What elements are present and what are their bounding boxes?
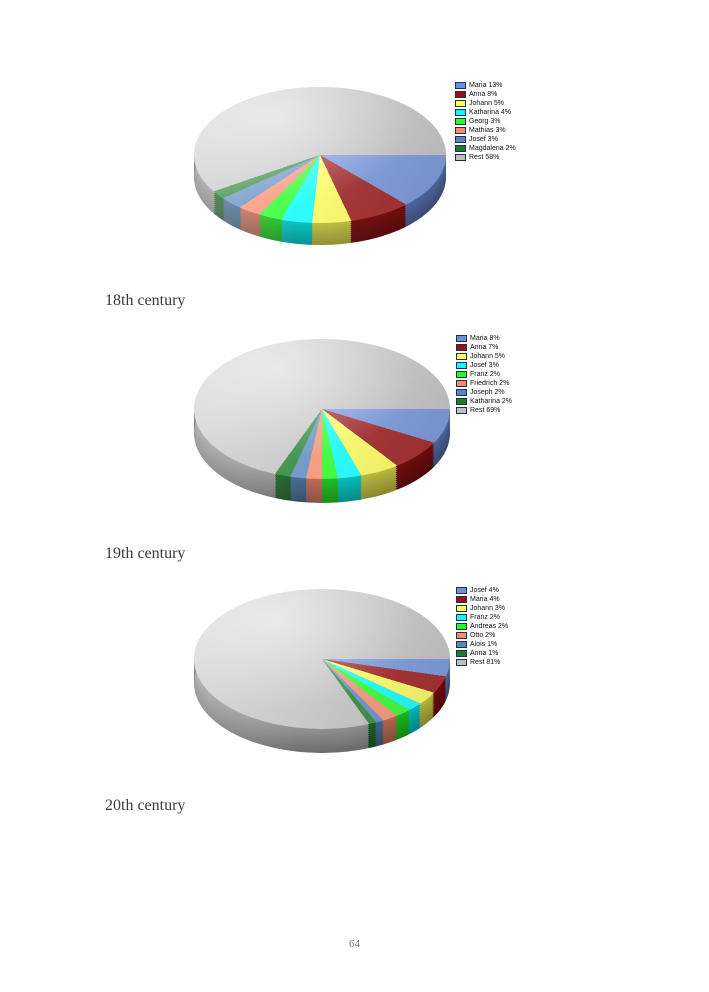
legend-label: Georg 3% xyxy=(469,118,501,125)
pie-top xyxy=(194,589,450,729)
legend-label: Rest 69% xyxy=(470,407,501,414)
legend-swatch xyxy=(456,362,467,369)
legend-swatch xyxy=(456,614,467,621)
legend-item: Josef 3% xyxy=(455,136,516,143)
legend-item: Katharina 2% xyxy=(456,398,512,405)
legend-item: Maria 4% xyxy=(456,596,508,603)
legend-item: Maria 13% xyxy=(455,82,516,89)
legend-item: Andreas 2% xyxy=(456,623,508,630)
legend-item: Magdalena 2% xyxy=(455,145,516,152)
legend-item: Johann 5% xyxy=(455,100,516,107)
legend-item: Franz 2% xyxy=(456,371,512,378)
legend-swatch xyxy=(455,154,466,161)
legend-label: Alois 1% xyxy=(470,641,498,648)
legend-label: Franz 2% xyxy=(470,371,500,378)
legend-swatch xyxy=(456,632,467,639)
legend-label: Otto 2% xyxy=(470,632,496,639)
legend-swatch xyxy=(456,353,467,360)
page-number: 64 xyxy=(349,938,360,950)
legend-swatch xyxy=(456,344,467,351)
chart-legend: Maria 13% Anna 8% Johann 5% Katharina 4% Geo… xyxy=(455,82,516,161)
legend-item: Katharina 4% xyxy=(455,109,516,116)
legend-swatch xyxy=(456,596,467,603)
legend-item: Johann 3% xyxy=(456,605,508,612)
legend-swatch xyxy=(456,380,467,387)
legend-item: Anna 8% xyxy=(455,91,516,98)
legend-swatch xyxy=(456,407,467,414)
legend-label: Rest 81% xyxy=(470,659,501,666)
legend-label: Katharina 2% xyxy=(470,398,513,405)
legend-swatch xyxy=(456,335,467,342)
legend-item: Mathias 3% xyxy=(455,127,516,134)
legend-label: Maria 4% xyxy=(470,596,500,603)
legend-item: Rest 58% xyxy=(455,154,516,161)
legend-swatch xyxy=(455,100,466,107)
legend-swatch xyxy=(455,145,466,152)
legend-item: Friedrich 2% xyxy=(456,380,512,387)
legend-label: Anna 1% xyxy=(470,650,499,657)
legend-label: Mathias 3% xyxy=(469,127,506,134)
legend-item: Josef 4% xyxy=(456,587,508,594)
legend-item: Anna 7% xyxy=(456,344,512,351)
pie-3d xyxy=(194,339,450,503)
legend-item: Joseph 2% xyxy=(456,389,512,396)
legend-swatch xyxy=(455,91,466,98)
legend-item: Anna 1% xyxy=(456,650,508,657)
legend-swatch xyxy=(456,641,467,648)
legend-swatch xyxy=(455,136,466,143)
legend-item: Rest 81% xyxy=(456,659,508,666)
legend-label: Joseph 2% xyxy=(470,389,505,396)
legend-label: Josef 3% xyxy=(469,136,498,143)
legend-swatch xyxy=(456,371,467,378)
legend-label: Friedrich 2% xyxy=(470,380,510,387)
legend-swatch xyxy=(456,587,467,594)
legend-swatch xyxy=(455,118,466,125)
legend-item: Rest 69% xyxy=(456,407,512,414)
chart-legend: Josef 4% Maria 4% Johann 3% Franz 2% Andreas… xyxy=(456,587,508,666)
legend-item: Maria 8% xyxy=(456,335,512,342)
legend-label: Andreas 2% xyxy=(470,623,509,630)
legend-label: Johann 3% xyxy=(470,605,506,612)
legend-swatch xyxy=(455,82,466,89)
legend-swatch xyxy=(456,659,467,666)
legend-swatch xyxy=(455,127,466,134)
legend-item: Georg 3% xyxy=(455,118,516,125)
chart-caption: 20th century xyxy=(105,797,186,814)
legend-swatch xyxy=(455,109,466,116)
pie-3d xyxy=(194,87,446,245)
legend-swatch xyxy=(456,389,467,396)
legend-swatch xyxy=(456,650,467,657)
legend-item: Franz 2% xyxy=(456,614,508,621)
chart-legend: Maria 8% Anna 7% Johann 5% Josef 3% Franz 2%… xyxy=(456,335,512,414)
legend-label: Rest 58% xyxy=(469,154,500,161)
legend-label: Anna 8% xyxy=(469,91,498,98)
legend-label: Magdalena 2% xyxy=(469,145,516,152)
legend-label: Maria 8% xyxy=(470,335,500,342)
legend-swatch xyxy=(456,623,467,630)
chart-caption: 19th century xyxy=(105,545,186,562)
legend-label: Johann 5% xyxy=(470,353,506,360)
legend-item: Josef 3% xyxy=(456,362,512,369)
pie-3d xyxy=(194,589,450,753)
legend-label: Josef 4% xyxy=(470,587,499,594)
legend-swatch xyxy=(456,605,467,612)
pie-top xyxy=(194,339,450,479)
legend-label: Maria 13% xyxy=(469,82,503,89)
legend-item: Johann 5% xyxy=(456,353,512,360)
legend-item: Otto 2% xyxy=(456,632,508,639)
legend-swatch xyxy=(456,398,467,405)
legend-label: Franz 2% xyxy=(470,614,500,621)
legend-label: Johann 5% xyxy=(469,100,505,107)
pie-top xyxy=(194,87,446,223)
legend-item: Alois 1% xyxy=(456,641,508,648)
legend-label: Anna 7% xyxy=(470,344,499,351)
chart-caption: 18th century xyxy=(105,292,186,309)
legend-label: Josef 3% xyxy=(470,362,499,369)
legend-label: Katharina 4% xyxy=(469,109,512,116)
